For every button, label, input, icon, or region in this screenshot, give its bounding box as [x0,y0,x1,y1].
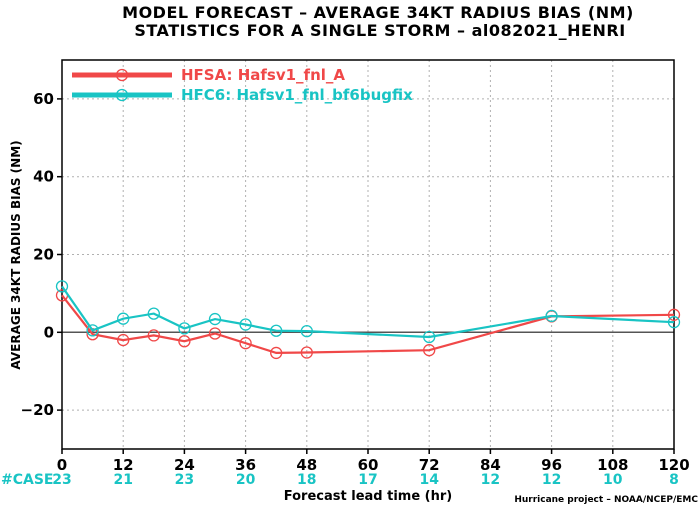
x-tick-label: 120 [658,456,689,474]
x-tick-label: 24 [174,456,195,474]
legend-label-0: HFSA: Hafsv1_fnl_A [181,66,345,84]
case-count: 14 [419,472,439,488]
case-count: 12 [542,472,561,488]
x-tick-label: 108 [597,456,628,474]
x-tick-label: 48 [296,456,317,474]
case-count: 23 [52,472,71,488]
series-layer [55,280,681,360]
data-point [545,309,558,323]
case-count: 12 [481,472,500,488]
data-point [423,330,436,344]
x-tick-label: 60 [358,456,379,474]
case-count: 8 [669,472,679,488]
x-tick-label: 72 [419,456,440,474]
case-count: 17 [358,472,377,488]
y-tick-label: 0 [44,323,54,341]
data-point [117,333,130,347]
data-point [239,318,252,331]
data-point [270,346,283,360]
series-line-0 [61,294,675,355]
x-tick-labels: 0 12 24 36 48 60 72 84 96 108 120 [57,449,690,474]
data-point [667,308,681,321]
legend: HFSA: Hafsv1_fnl_A HFC6: Hafsv1_fnl_bf6bu… [72,66,413,104]
chart-subtitle: STATISTICS FOR A SINGLE STORM – al082021… [134,21,625,40]
data-point [300,346,313,359]
data-point [423,344,436,357]
x-tick-label: 84 [480,456,501,474]
data-point [208,312,222,326]
data-point [147,329,160,342]
data-point [117,312,130,325]
case-count: 10 [603,472,623,488]
grid [62,60,674,449]
data-point [239,337,252,350]
legend-label-1: HFC6: Hafsv1_fnl_bf6bugfix [181,86,413,104]
x-tick-label: 96 [541,456,562,474]
case-count: 20 [236,472,256,488]
case-counts: 23 21 23 20 18 17 14 12 12 10 8 [52,472,679,488]
x-tick-label: 0 [57,456,67,474]
data-point [86,324,99,337]
y-tick-label: 20 [33,246,54,264]
case-count: 18 [297,472,316,488]
data-point [667,316,681,329]
x-tick-label: 12 [113,456,134,474]
data-point [300,324,313,338]
data-point [208,327,222,340]
data-point [270,324,283,337]
y-tick-label: 40 [33,168,54,186]
case-count: 23 [175,472,194,488]
y-tick-label: −20 [21,401,54,419]
x-tick-label: 36 [235,456,256,474]
case-label: #CASE [1,472,54,488]
data-point [178,335,191,348]
case-count: 21 [113,472,132,488]
data-point [147,307,160,320]
data-point [178,322,191,335]
y-tick-label: 60 [33,90,54,108]
legend-marker-1 [115,88,129,102]
y-axis-label: AVERAGE 34KT RADIUS BIAS (NM) [9,140,23,369]
credit-text: Hurricane project – NOAA/NCEP/EMC [514,495,698,505]
data-point [55,280,69,293]
x-axis-label: Forecast lead time (hr) [284,489,452,504]
chart-title: MODEL FORECAST – AVERAGE 34KT RADIUS BIA… [122,3,634,22]
legend-marker-0 [115,68,129,82]
y-tick-labels: −20 0 20 40 60 [21,90,62,419]
